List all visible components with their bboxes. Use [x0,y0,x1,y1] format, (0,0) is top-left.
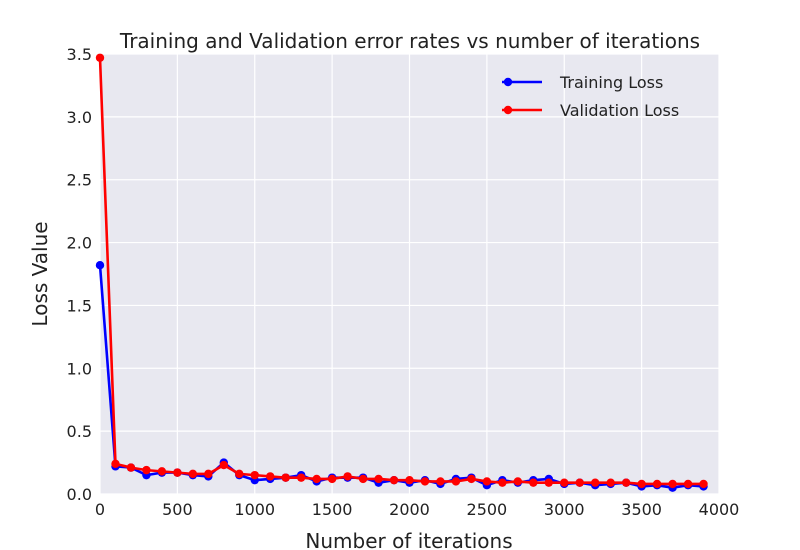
data-point [188,469,198,479]
x-tick-label: 1500 [312,500,353,519]
data-point [204,469,213,479]
x-tick-label: 4000 [699,500,740,519]
tick-labels: 0 500 1000 1500 2000 2500 3000 3500 4000 0.0 0.5 1.… [67,45,740,519]
data-point [358,474,368,484]
data-point [420,477,430,486]
data-point [95,53,105,62]
y-axis-label: Loss Value [28,221,52,326]
data-point [327,474,337,484]
data-point [235,469,244,479]
y-tick-label: 2.0 [67,234,92,253]
data-point [312,474,321,484]
x-tick-label: 2500 [467,500,508,519]
data-point [219,460,228,470]
legend-item: Validation Loss [502,101,679,120]
data-point [591,478,600,487]
x-axis-label: Number of iterations [305,529,512,550]
data-point [637,479,646,489]
legend-marker [503,77,513,87]
data-point [652,479,662,489]
data-point [95,261,105,270]
x-tick-label: 2000 [389,500,430,519]
data-point [142,465,151,475]
data-point [467,474,476,484]
chart-title: Training and Validation error rates vs n… [119,29,700,53]
data-point [683,479,693,489]
y-tick-label: 0.5 [67,422,92,441]
x-tick-label: 3000 [544,500,585,519]
data-point [544,478,553,487]
y-tick-label: 2.5 [67,171,92,190]
series-layer [95,53,708,492]
data-point [157,467,167,476]
data-point [560,478,569,487]
data-point [606,478,615,487]
legend-marker [503,105,513,115]
data-point [436,477,445,486]
series-validation-loss [95,53,708,489]
legend-item: Training Loss [502,73,663,92]
data-point [451,477,461,486]
data-point [529,478,538,487]
y-tick-label: 3.0 [67,108,92,127]
data-point [126,463,136,472]
data-point [281,473,290,482]
y-tick-label: 0.0 [67,485,92,504]
data-point [343,472,352,481]
data-point [296,473,306,482]
data-point [699,479,708,489]
series-line [98,57,704,486]
data-point [266,472,275,481]
legend-label: Training Loss [559,73,663,92]
y-tick-label: 1.0 [67,359,92,378]
x-tick-label: 0 [95,500,105,519]
y-tick-label: 1.5 [67,296,92,315]
data-point [389,475,399,485]
legend-label: Validation Loss [560,101,679,120]
y-tick-label: 3.5 [67,45,92,64]
data-point [575,478,584,487]
data-point [482,477,492,486]
legend: Training Loss Validation Loss [502,73,679,120]
data-point [513,477,523,486]
x-tick-label: 3500 [621,500,662,519]
x-tick-label: 1000 [234,500,275,519]
data-point [173,468,182,477]
data-point [374,474,383,484]
data-point [668,479,677,489]
data-point [111,459,120,469]
data-point [498,478,507,487]
x-tick-label: 500 [162,500,193,519]
data-point [250,470,259,480]
data-point [621,478,631,487]
data-point [405,475,414,485]
grid [99,53,720,495]
